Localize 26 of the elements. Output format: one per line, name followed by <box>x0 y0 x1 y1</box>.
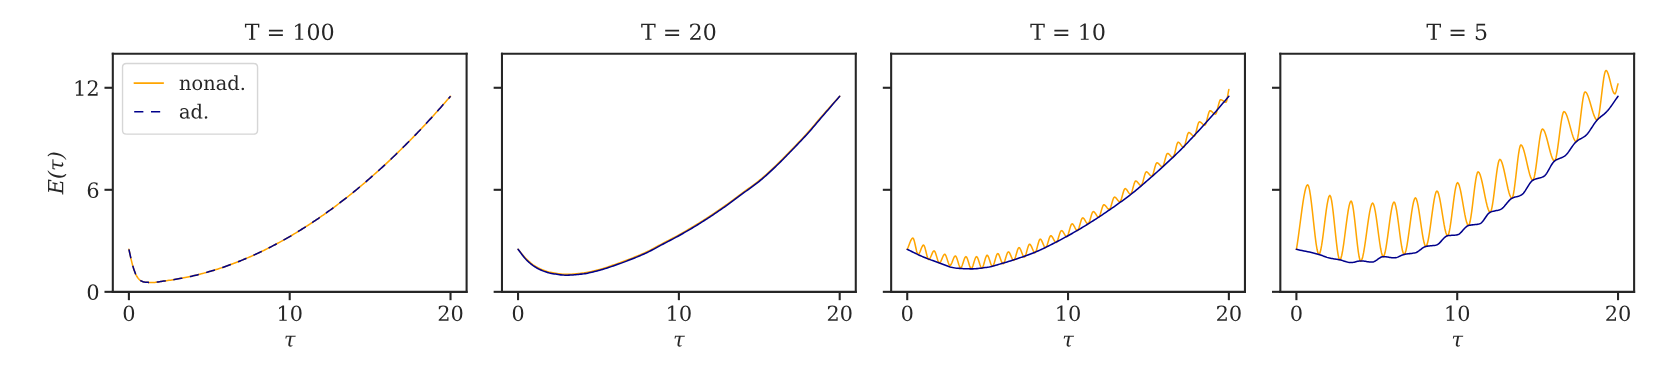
legend-label: nonad. <box>179 75 245 91</box>
chart-title: T = 10 <box>1030 23 1105 41</box>
x-axis-title: τ <box>674 335 685 347</box>
x-tick-label: 0 <box>901 305 913 322</box>
x-tick-label: 0 <box>512 305 524 322</box>
x-tick-label: 10 <box>1057 305 1080 322</box>
x-tick-label: 0 <box>123 305 135 322</box>
chart-title: T = 5 <box>1426 23 1487 41</box>
x-axis-title: τ <box>1452 335 1464 347</box>
x-tick-label: 20 <box>1217 305 1241 322</box>
chart-title: T = 100 <box>244 23 334 41</box>
x-tick-label: 10 <box>668 305 691 322</box>
y-tick-label: 12 <box>75 80 98 96</box>
legend-label: ad. <box>179 103 208 119</box>
x-tick-label: 10 <box>278 305 302 322</box>
x-tick-label: 20 <box>1606 305 1630 322</box>
chart-title: T = 20 <box>641 23 716 41</box>
y-axis-title: E(τ) <box>47 152 67 195</box>
x-tick-label: 20 <box>438 305 463 322</box>
y-tick-label: 0 <box>87 284 99 301</box>
x-tick-label: 0 <box>1291 305 1302 322</box>
x-axis-title: τ <box>1063 335 1075 347</box>
x-tick-label: 20 <box>827 305 852 322</box>
x-axis-title: τ <box>285 335 296 347</box>
y-tick-label: 6 <box>87 182 99 199</box>
x-tick-label: 10 <box>1446 305 1470 322</box>
